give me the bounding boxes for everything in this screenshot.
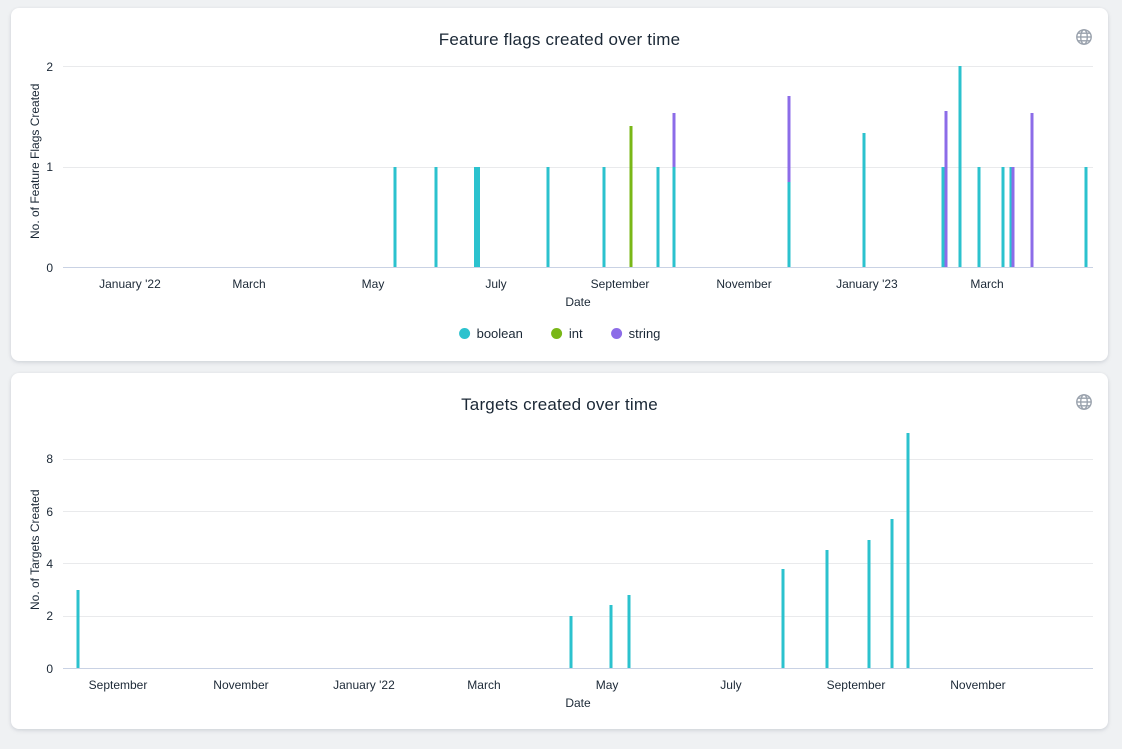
- gridline: 2: [46, 609, 1093, 623]
- legend-label: boolean: [476, 326, 523, 341]
- globe-icon[interactable]: [1075, 28, 1093, 46]
- legend-item-string[interactable]: string: [610, 326, 661, 341]
- chart-title: Targets created over time: [461, 395, 658, 414]
- legend-label: int: [568, 326, 583, 341]
- x-tick-label: March: [467, 678, 501, 692]
- bar-int: [629, 126, 633, 267]
- legend-label: string: [628, 326, 661, 341]
- legend-swatch: [550, 328, 562, 339]
- bar-targets: [890, 518, 894, 668]
- y-tick-label: 4: [46, 556, 53, 571]
- bar-boolean: [473, 166, 480, 267]
- x-tick-label: July: [720, 678, 742, 692]
- x-tick-label: January '23: [836, 277, 898, 291]
- y-tick-label: 2: [46, 609, 53, 624]
- legend-swatch: [458, 328, 470, 339]
- x-tick-label: September: [88, 678, 148, 692]
- gridline: 1: [46, 160, 1093, 174]
- x-tick-label: July: [485, 277, 507, 291]
- bar-boolean: [393, 166, 397, 267]
- legend-item-boolean[interactable]: boolean: [458, 326, 523, 341]
- y-tick-label: 0: [46, 260, 53, 275]
- plot-area: Date 0 2 4 6 8 September November January '22 Ma…: [46, 431, 1093, 710]
- y-tick-label: 0: [46, 661, 53, 676]
- bar-targets: [906, 432, 910, 668]
- bar-targets: [627, 594, 631, 668]
- gridline: 0: [46, 662, 1093, 676]
- x-axis-title: Date: [565, 696, 591, 710]
- chart-title: Feature flags created over time: [438, 30, 681, 49]
- bar-targets: [609, 605, 613, 668]
- x-tick-label: November: [213, 678, 269, 692]
- bar-boolean: [1084, 166, 1088, 267]
- gridline: 2: [46, 60, 1093, 74]
- gridline: 8: [46, 452, 1093, 466]
- y-tick-label: 1: [46, 160, 53, 175]
- bar-boolean: [977, 166, 981, 267]
- bar-targets: [825, 550, 829, 668]
- bar-boolean: [1009, 166, 1013, 267]
- x-tick-label: March: [232, 277, 266, 291]
- x-tick-label: September: [590, 277, 650, 291]
- legend: boolean int string: [458, 326, 661, 341]
- y-axis-title: No. of Targets Created: [28, 489, 42, 611]
- x-tick-label: January '22: [99, 277, 161, 291]
- y-axis-title: No. of Feature Flags Created: [28, 83, 42, 240]
- plot-area: Date 0 1 2 January '22 March May July September…: [46, 55, 1093, 309]
- bar-string: [1030, 113, 1034, 267]
- gridline: 0: [46, 261, 1093, 275]
- bar-boolean: [672, 166, 676, 267]
- x-tick-label: November: [950, 678, 1006, 692]
- bar-boolean: [546, 166, 550, 267]
- legend-swatch: [610, 328, 622, 339]
- y-tick-label: 8: [46, 452, 53, 467]
- bar-targets: [76, 589, 80, 668]
- bar-targets: [781, 568, 785, 668]
- x-tick-label: May: [595, 678, 619, 692]
- bar-string: [944, 111, 947, 267]
- bar-targets: [867, 539, 871, 668]
- feature-flags-chart-card: Feature flags created over time No. of F…: [11, 8, 1108, 361]
- bar-boolean: [941, 166, 945, 267]
- bar-boolean: [787, 181, 791, 267]
- legend-item-int[interactable]: int: [550, 326, 583, 341]
- x-tick-label: September: [826, 678, 886, 692]
- bar-string: [1011, 166, 1015, 267]
- bar-boolean: [434, 166, 438, 267]
- y-tick-label: 6: [46, 504, 53, 519]
- gridline: 4: [46, 557, 1093, 571]
- bar-boolean: [602, 166, 606, 267]
- targets-chart-card: Targets created over time No. of Targets…: [11, 373, 1108, 729]
- bar-string: [787, 96, 791, 267]
- gridline: 6: [46, 505, 1093, 519]
- y-tick-label: 2: [46, 59, 53, 74]
- bar-targets: [569, 615, 573, 668]
- bar-boolean: [656, 166, 660, 267]
- bar-boolean: [862, 133, 866, 267]
- bar-boolean: [1001, 166, 1005, 267]
- bar-boolean: [958, 66, 962, 267]
- x-axis-title: Date: [565, 295, 591, 309]
- globe-icon[interactable]: [1075, 393, 1093, 411]
- x-tick-label: January '22: [333, 678, 395, 692]
- x-tick-label: May: [361, 277, 385, 291]
- x-tick-label: March: [970, 277, 1004, 291]
- x-tick-label: November: [716, 277, 772, 291]
